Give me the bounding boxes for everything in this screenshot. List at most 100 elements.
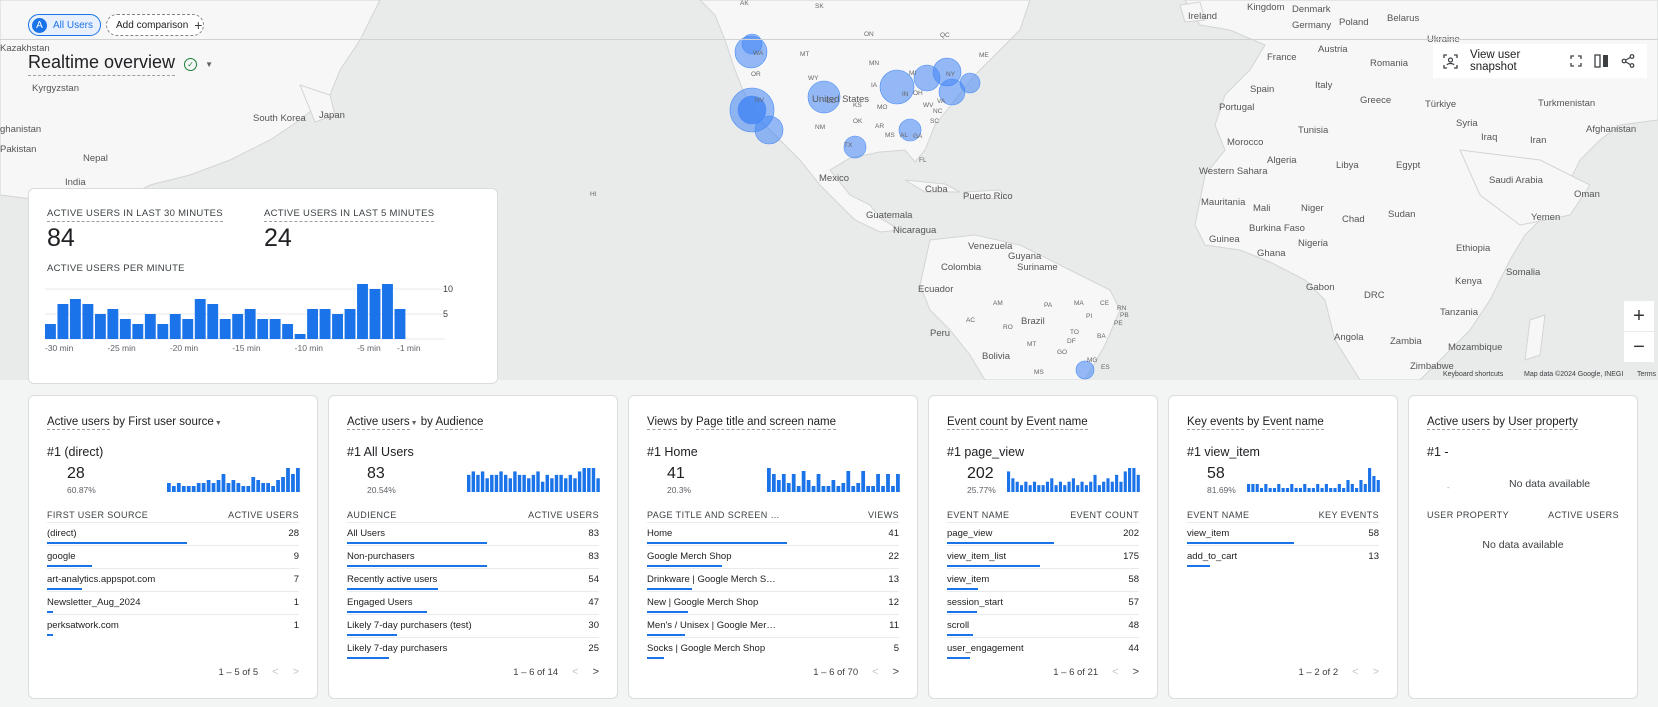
share-icon[interactable]	[1621, 53, 1635, 69]
minute-bar[interactable]	[319, 309, 331, 339]
sparkline-bar	[296, 468, 300, 492]
minute-bar[interactable]	[282, 324, 294, 339]
table-row[interactable]: google 9	[47, 545, 299, 568]
table-row[interactable]: Likely 7-day purchasers 25	[347, 637, 599, 660]
minute-bar[interactable]	[344, 309, 356, 339]
zoom-out-button[interactable]: −	[1624, 332, 1654, 362]
sparkline-bar	[1342, 488, 1346, 492]
minute-bar[interactable]	[107, 309, 119, 339]
table-row[interactable]: (direct) 28	[47, 522, 299, 545]
minute-bar[interactable]	[332, 314, 343, 339]
minute-bar[interactable]	[357, 284, 368, 339]
minute-bar[interactable]	[119, 319, 131, 339]
card-title-part[interactable]: Audience	[435, 416, 484, 430]
table-row[interactable]: Socks | Google Merch Shop 5	[647, 637, 899, 660]
chevron-down-icon[interactable]: ▼	[205, 59, 213, 69]
trend-sparkline[interactable]	[1247, 466, 1381, 492]
trend-sparkline[interactable]	[1007, 466, 1141, 492]
minute-bar[interactable]	[369, 289, 381, 339]
minute-bar[interactable]	[45, 324, 56, 339]
trend-sparkline[interactable]	[167, 466, 301, 492]
table-row[interactable]: Recently active users 54	[347, 568, 599, 591]
table-row[interactable]: session_start 57	[947, 591, 1139, 614]
active-users-5min-label[interactable]: ACTIVE USERS IN LAST 5 MINUTES	[264, 208, 435, 222]
add-comparison-button[interactable]: Add comparison +	[106, 14, 204, 36]
chevron-right-icon[interactable]: >	[592, 666, 599, 678]
minute-bar[interactable]	[157, 324, 169, 339]
minute-bar[interactable]	[169, 314, 181, 339]
table-row[interactable]: All Users 83	[347, 522, 599, 545]
zoom-in-button[interactable]: +	[1624, 301, 1654, 331]
empty-value-dash: -	[1447, 483, 1450, 492]
card-title-part[interactable]: Event count	[947, 416, 1008, 430]
minute-bar[interactable]	[82, 304, 94, 339]
map-country-label: Iran	[1530, 135, 1547, 146]
sparkline-bar	[1128, 468, 1132, 492]
table-row[interactable]: Google Merch Shop 22	[647, 545, 899, 568]
minute-bar[interactable]	[307, 309, 319, 339]
trend-sparkline[interactable]	[467, 466, 601, 492]
card-title-part[interactable]: Views	[647, 416, 678, 430]
card-title-part[interactable]: Page title and screen name	[696, 416, 837, 430]
terms-link[interactable]: Terms	[1637, 371, 1657, 378]
minute-bar[interactable]	[94, 314, 106, 339]
minute-bar[interactable]	[207, 304, 219, 339]
table-row[interactable]: New | Google Merch Shop 12	[647, 591, 899, 614]
table-row[interactable]: Men's / Unisex | Google Mer… 11	[647, 614, 899, 637]
minute-bar[interactable]	[257, 319, 269, 339]
minute-bar[interactable]	[132, 324, 144, 339]
minute-bar[interactable]	[382, 284, 393, 339]
table-row[interactable]: Drinkware | Google Merch S… 13	[647, 568, 899, 591]
view-user-snapshot-button[interactable]: View user snapshot	[1470, 49, 1521, 73]
table-row[interactable]: scroll 48	[947, 614, 1139, 637]
card-title-part[interactable]: Event name	[1026, 416, 1088, 430]
table-row[interactable]: Non-purchasers 83	[347, 545, 599, 568]
table-row[interactable]: Newsletter_Aug_2024 1	[47, 591, 299, 614]
row-share-bar	[947, 542, 1054, 544]
card-title-part[interactable]: Event name	[1262, 416, 1324, 430]
fullscreen-icon[interactable]	[1569, 53, 1582, 69]
table-row[interactable]: view_item 58	[1187, 522, 1379, 545]
table-row[interactable]: add_to_cart 13	[1187, 545, 1379, 568]
minute-bar[interactable]	[182, 319, 194, 339]
chevron-right-icon[interactable]: >	[892, 666, 899, 678]
chevron-right-icon[interactable]: >	[1132, 666, 1139, 678]
minute-bar[interactable]	[194, 299, 206, 339]
active-users-30min-label[interactable]: ACTIVE USERS IN LAST 30 MINUTES	[47, 208, 223, 222]
compare-columns-icon[interactable]	[1594, 53, 1609, 69]
minute-bar[interactable]	[144, 314, 156, 339]
active-users-per-minute-chart[interactable]: 10 5 -30 min -25 min -20 min -15 min -10 min -5…	[45, 279, 485, 379]
minute-bar[interactable]	[394, 309, 406, 339]
card-title-part[interactable]: Key events	[1187, 416, 1244, 430]
table-row[interactable]: user_engagement 44	[947, 637, 1139, 660]
minute-bar[interactable]	[57, 304, 69, 339]
minute-bar[interactable]	[244, 309, 256, 339]
trend-sparkline[interactable]	[767, 466, 901, 492]
keyboard-shortcuts-link[interactable]: Keyboard shortcuts	[1443, 371, 1504, 378]
table-row[interactable]: Home 41	[647, 522, 899, 545]
minute-bar[interactable]	[294, 334, 306, 339]
table-row[interactable]: perksatwork.com 1	[47, 614, 299, 637]
table-row[interactable]: art-analytics.appspot.com 7	[47, 568, 299, 591]
minute-bar[interactable]	[219, 319, 231, 339]
card-title-part[interactable]: Active users	[1427, 416, 1490, 430]
sparkline-bar	[861, 471, 866, 492]
card-title-part[interactable]: Active users	[47, 416, 110, 430]
card-title-part[interactable]: Active users	[347, 416, 410, 430]
card-title-part[interactable]: User property	[1508, 416, 1578, 430]
minute-bar[interactable]	[269, 319, 281, 339]
table-row[interactable]: view_item_list 175	[947, 545, 1139, 568]
row-value: 1	[293, 620, 299, 631]
row-value: 11	[889, 620, 899, 631]
map-country-label: Portugal	[1219, 102, 1255, 113]
chevron-down-icon[interactable]: ▼	[410, 420, 418, 427]
map-region-label: PB	[1120, 312, 1129, 319]
chevron-down-icon[interactable]: ▼	[214, 420, 222, 427]
table-row[interactable]: Engaged Users 47	[347, 591, 599, 614]
segment-chip-all-users[interactable]: A All Users	[28, 14, 101, 36]
table-row[interactable]: page_view 202	[947, 522, 1139, 545]
minute-bar[interactable]	[69, 299, 81, 339]
table-row[interactable]: Likely 7-day purchasers (test) 30	[347, 614, 599, 637]
table-row[interactable]: view_item 58	[947, 568, 1139, 591]
minute-bar[interactable]	[232, 314, 244, 339]
